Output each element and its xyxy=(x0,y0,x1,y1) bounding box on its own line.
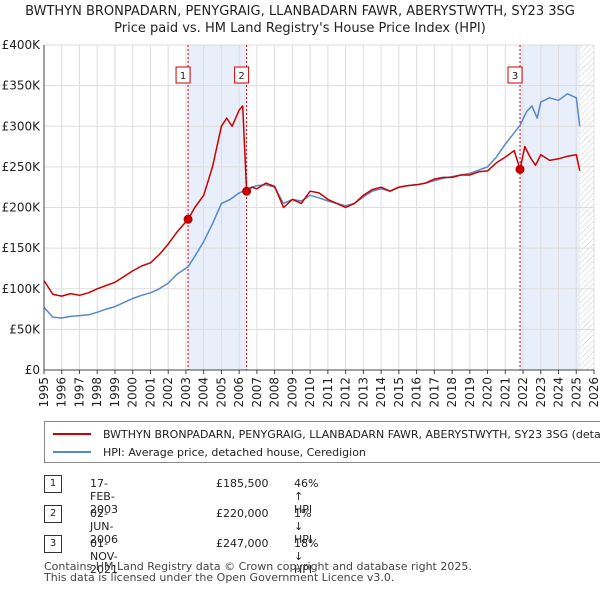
x-tick-label: 2012 xyxy=(339,377,353,408)
sale-2-badge: 2 xyxy=(44,505,62,523)
hpi-line xyxy=(43,93,581,319)
x-tick-label: 2023 xyxy=(534,377,548,408)
x-tick-label: 2026 xyxy=(587,377,600,408)
sale-point-1 xyxy=(183,214,193,224)
legend-hpi: HPI: Average price, detached house, Cere… xyxy=(53,444,366,460)
legend-price-label: BWTHYN BRONPADARN, PENYGRAIG, LLANBADARN… xyxy=(103,427,600,441)
x-tick-label: 2005 xyxy=(214,377,228,408)
x-tick-label: 2020 xyxy=(481,377,495,408)
x-tick-label: 1995 xyxy=(37,377,51,408)
x-tick-label: 2003 xyxy=(179,377,193,408)
x-tick-label: 1997 xyxy=(72,377,86,408)
legend-hpi-line xyxy=(53,451,91,453)
x-tick-label: 2010 xyxy=(303,377,317,408)
sale-1-date: 17-FEB-2003 xyxy=(90,477,118,516)
price-paid-line xyxy=(43,105,581,297)
x-tick-label: 2002 xyxy=(161,377,175,408)
footer-licence: This data is licensed under the Open Gov… xyxy=(44,571,395,584)
sale-2-price: £220,000 xyxy=(216,507,269,520)
sale-badge-box-3 xyxy=(507,66,523,84)
x-tick-label: 2009 xyxy=(285,377,299,408)
sale-badge-box-1 xyxy=(175,66,191,84)
x-tick-label: 1996 xyxy=(55,377,69,408)
sale-3-badge: 3 xyxy=(44,535,62,553)
sale-badge-label-2: 2 xyxy=(238,71,244,82)
legend-hpi-label: HPI: Average price, detached house, Cere… xyxy=(103,445,366,459)
x-tick-label: 2016 xyxy=(410,377,424,408)
sale-badge-box-2 xyxy=(234,66,250,84)
sale-badge-label-3: 3 xyxy=(512,71,518,82)
x-tick-label: 2013 xyxy=(356,377,370,408)
y-tick-label: £150K xyxy=(2,241,42,255)
legend-price-line xyxy=(53,433,91,435)
x-tick-label: 2025 xyxy=(569,377,583,408)
y-tick-label: £350K xyxy=(2,79,42,93)
y-tick-label: £300K xyxy=(2,119,42,133)
sale-badge-label-1: 1 xyxy=(180,71,186,82)
sale-2-hpi: 1% ↓ HPI xyxy=(294,507,313,546)
sale-1-price: £185,500 xyxy=(216,477,269,490)
x-tick-label: 2011 xyxy=(321,377,335,408)
x-tick-label: 1998 xyxy=(90,377,104,408)
legend-price: BWTHYN BRONPADARN, PENYGRAIG, LLANBADARN… xyxy=(53,426,600,442)
x-tick-label: 1999 xyxy=(108,377,122,408)
x-tick-label: 2024 xyxy=(552,377,566,408)
y-tick-label: £50K xyxy=(9,322,41,336)
x-tick-label: 2014 xyxy=(374,377,388,408)
sale-3-date: 01-NOV-2021 xyxy=(90,537,118,576)
y-tick-label: £0 xyxy=(25,363,40,377)
x-tick-label: 2017 xyxy=(427,377,441,408)
sale-point-3 xyxy=(515,164,525,174)
legend: BWTHYN BRONPADARN, PENYGRAIG, LLANBADARN… xyxy=(44,421,600,463)
x-tick-label: 2008 xyxy=(268,377,282,408)
x-tick-label: 2001 xyxy=(143,377,157,408)
y-tick-label: £100K xyxy=(2,282,42,296)
y-tick-label: £400K xyxy=(2,38,42,52)
x-tick-label: 2007 xyxy=(250,377,264,408)
y-tick-label: £250K xyxy=(2,160,42,174)
x-tick-label: 2004 xyxy=(197,377,211,408)
sale-2-date: 02-JUN-2006 xyxy=(90,507,118,546)
sale-3-hpi: 18% ↓ HPI xyxy=(294,537,319,576)
sale-3-price: £247,000 xyxy=(216,537,269,550)
footer-copyright: Contains HM Land Registry data © Crown c… xyxy=(44,560,472,573)
sale-point-2 xyxy=(242,186,252,196)
sale-1-badge: 1 xyxy=(44,475,62,493)
x-tick-label: 2006 xyxy=(232,377,246,408)
price-chart: £0 £50K £100K £150K £200K £250K £300K £350K £400… xyxy=(2,38,600,408)
x-tick-label: 2021 xyxy=(498,377,512,408)
sale-1-hpi: 46% ↑ HPI xyxy=(294,477,319,516)
x-tick-label: 2022 xyxy=(516,377,530,408)
x-tick-label: 2015 xyxy=(392,377,406,408)
x-tick-label: 2018 xyxy=(445,377,459,408)
chart-title: BWTHYN BRONPADARN, PENYGRAIG, LLANBADARN… xyxy=(25,4,575,19)
y-tick-label: £200K xyxy=(2,201,42,215)
chart-subtitle: Price paid vs. HM Land Registry's House … xyxy=(114,21,486,36)
footer: Contains HM Land Registry data © Crown c… xyxy=(44,561,472,583)
x-tick-label: 2000 xyxy=(126,377,140,408)
x-tick-label: 2019 xyxy=(463,377,477,408)
